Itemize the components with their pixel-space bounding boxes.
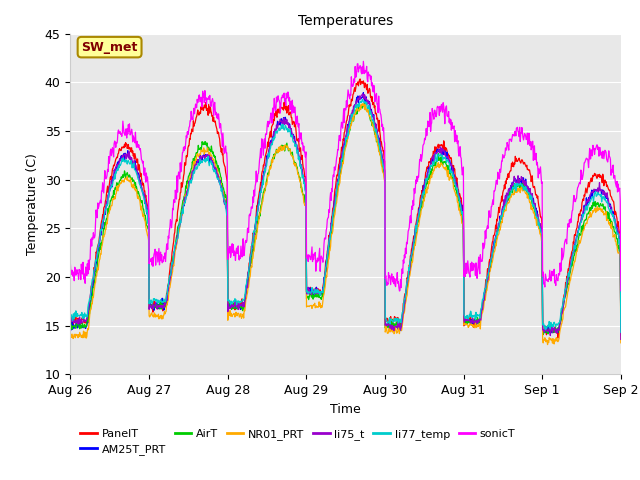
Line: NR01_PRT: NR01_PRT bbox=[70, 104, 621, 345]
AM25T_PRT bbox=[606, 202, 614, 208]
Title: Temperatures: Temperatures bbox=[298, 14, 393, 28]
sonicT bbox=[358, 71, 365, 77]
sonicT bbox=[112, 144, 120, 150]
li77_temp bbox=[257, 190, 265, 195]
PanelT bbox=[112, 156, 120, 162]
li75_t bbox=[604, 195, 612, 201]
Y-axis label: Temperature (C): Temperature (C) bbox=[26, 153, 39, 255]
AM25T_PRT bbox=[67, 324, 74, 329]
Line: sonicT: sonicT bbox=[70, 61, 621, 291]
li77_temp bbox=[617, 329, 625, 335]
li77_temp bbox=[358, 99, 365, 105]
li77_temp bbox=[359, 96, 367, 102]
li75_t bbox=[67, 317, 74, 323]
sonicT bbox=[604, 156, 612, 161]
sonicT bbox=[396, 288, 403, 294]
Line: AirT: AirT bbox=[70, 104, 621, 335]
AM25T_PRT bbox=[316, 291, 323, 297]
Legend: PanelT, AM25T_PRT, AirT, NR01_PRT, li75_t, li77_temp, sonicT: PanelT, AM25T_PRT, AirT, NR01_PRT, li75_… bbox=[76, 424, 520, 460]
sonicT bbox=[607, 156, 614, 162]
AirT bbox=[360, 101, 368, 107]
PanelT bbox=[316, 291, 323, 297]
Line: li75_t: li75_t bbox=[70, 94, 621, 339]
NR01_PRT bbox=[359, 101, 367, 107]
sonicT bbox=[360, 59, 367, 64]
li77_temp bbox=[316, 288, 323, 294]
PanelT bbox=[67, 314, 74, 320]
NR01_PRT bbox=[257, 206, 265, 212]
Text: SW_met: SW_met bbox=[81, 41, 138, 54]
AirT bbox=[316, 294, 323, 300]
NR01_PRT bbox=[607, 222, 614, 228]
PanelT bbox=[604, 185, 612, 191]
PanelT bbox=[554, 335, 562, 341]
PanelT bbox=[607, 192, 614, 198]
X-axis label: Time: Time bbox=[330, 403, 361, 416]
PanelT bbox=[356, 76, 364, 82]
Line: li77_temp: li77_temp bbox=[70, 99, 621, 332]
AirT bbox=[358, 105, 365, 110]
AM25T_PRT bbox=[604, 196, 612, 202]
NR01_PRT bbox=[67, 333, 74, 338]
NR01_PRT bbox=[544, 342, 552, 348]
NR01_PRT bbox=[604, 217, 612, 223]
li75_t bbox=[617, 336, 625, 342]
AM25T_PRT bbox=[360, 90, 367, 96]
Line: AM25T_PRT: AM25T_PRT bbox=[70, 93, 621, 335]
li75_t bbox=[257, 184, 265, 190]
li77_temp bbox=[112, 169, 120, 175]
Line: PanelT: PanelT bbox=[70, 79, 621, 338]
li75_t bbox=[358, 92, 365, 98]
sonicT bbox=[257, 155, 265, 161]
PanelT bbox=[617, 331, 625, 337]
sonicT bbox=[67, 261, 74, 267]
AirT bbox=[617, 332, 625, 338]
NR01_PRT bbox=[617, 340, 625, 346]
li77_temp bbox=[604, 199, 612, 205]
li75_t bbox=[112, 165, 120, 170]
li75_t bbox=[606, 203, 614, 208]
NR01_PRT bbox=[112, 191, 120, 197]
AirT bbox=[604, 209, 612, 215]
AM25T_PRT bbox=[358, 95, 365, 100]
AirT bbox=[257, 202, 265, 208]
PanelT bbox=[358, 80, 366, 86]
li77_temp bbox=[606, 209, 614, 215]
AM25T_PRT bbox=[257, 185, 265, 191]
AirT bbox=[112, 186, 120, 192]
sonicT bbox=[617, 288, 625, 294]
li75_t bbox=[359, 91, 367, 96]
AM25T_PRT bbox=[617, 332, 625, 338]
li77_temp bbox=[67, 314, 74, 320]
AM25T_PRT bbox=[112, 164, 120, 170]
NR01_PRT bbox=[316, 303, 323, 309]
PanelT bbox=[257, 180, 265, 186]
li75_t bbox=[316, 289, 323, 295]
AirT bbox=[67, 319, 74, 325]
NR01_PRT bbox=[358, 101, 365, 107]
AirT bbox=[606, 218, 614, 224]
sonicT bbox=[316, 245, 323, 251]
